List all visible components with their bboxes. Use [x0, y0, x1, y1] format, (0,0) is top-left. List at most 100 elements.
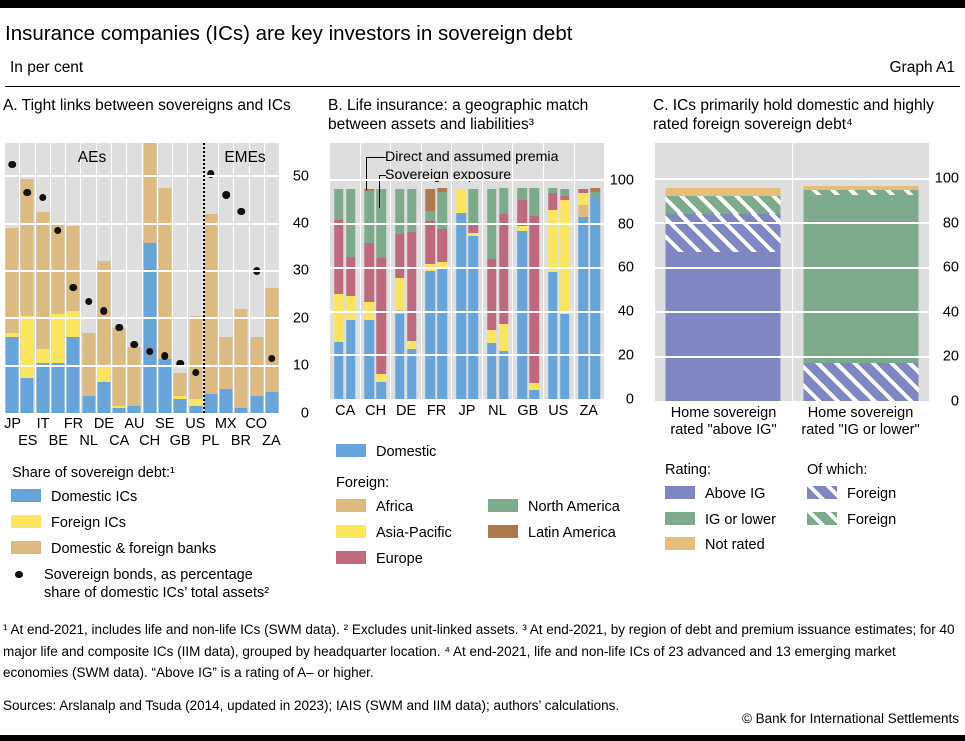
bar-US [189, 315, 203, 413]
y-tick-label: 0 [625, 390, 634, 407]
legend-dot-label: Sovereign bonds, as percentage share of … [44, 566, 270, 602]
x-tick-BE: BE [48, 433, 68, 449]
dot-BE [54, 226, 62, 235]
bar-segment-ig_or_lower_green [665, 196, 781, 215]
x-tick-PL: PL [201, 433, 220, 449]
bar-segment-europe_maroon [498, 214, 509, 324]
legend-label-domestic_ics: Domestic ICs [51, 489, 138, 505]
bar-GB-premia [517, 187, 527, 399]
legend-label-africa: Africa [376, 499, 414, 516]
y-tick-label: 40 [617, 303, 634, 320]
dot-GB [176, 359, 184, 367]
panel-b-legend-columns: Africa Asia-Pacific Europe North America La… [327, 491, 639, 569]
bar-segment-north_america_green [334, 189, 344, 220]
x-tick-GB: GB [517, 403, 539, 419]
legend-item-banks: Domestic & foreign banks [2, 540, 314, 559]
pair-US [547, 187, 570, 399]
gridline [655, 222, 929, 225]
gridline [5, 269, 279, 272]
panel-c-plotwrap: 0 20 40 60 80 100 [652, 143, 964, 408]
bar-segment-europe_maroon [468, 222, 478, 233]
annotation-leader-line-1 [366, 157, 386, 190]
bar-DE [97, 261, 111, 413]
bar-slot-PL [202, 143, 218, 413]
bar-segment-banks_tan [143, 143, 157, 243]
bar-segment-asia_pacific_yellow [486, 330, 497, 344]
bar-segment-asia_pacific_yellow [437, 262, 448, 268]
bar-segment-domestic_blue [529, 390, 539, 399]
bar-segment-domestic_blue [265, 391, 279, 413]
bar-segment-above_ig_purple [665, 214, 781, 252]
bar-segment-europe_maroon [425, 220, 436, 265]
legend-item-foreign-1: Foreign [807, 485, 896, 504]
swatch-icon [665, 485, 695, 499]
swatch-icon [665, 511, 695, 525]
bar-slot-c2 [791, 143, 930, 401]
pair-NL [486, 187, 509, 399]
bar-segment-banks_tan [112, 327, 126, 406]
bar-segment-above_ig_purple [665, 252, 781, 401]
legend-item-asia_pacific: Asia-Pacific [327, 524, 479, 543]
panel-a-legend: Share of sovereign debt:¹ Domestic ICs Fo… [2, 465, 314, 603]
bar-GB-sovereign [529, 187, 539, 399]
bar-segment-domestic_blue [578, 217, 589, 399]
legend-item-foreign-2: Foreign [807, 511, 896, 530]
bar-segment-domestic_blue [158, 358, 172, 413]
bar-segment-domestic_blue [112, 408, 126, 413]
of-which-heading: Of which: [807, 461, 868, 478]
x-label-line: Home sovereign [670, 405, 777, 421]
bar-segment-banks_tan [234, 308, 248, 409]
bar-segment-north_america_green [364, 191, 375, 243]
panel-a-bars [5, 143, 279, 413]
bar-segment-north_america_green [468, 189, 478, 223]
bar-AU [127, 346, 141, 413]
panel-b-bars [330, 143, 604, 399]
footnotes: ¹ At end-2021, includes life and non-lif… [3, 622, 955, 680]
y-tick-label: 0 [950, 392, 959, 409]
bar-segment-banks_tan [189, 315, 203, 399]
swatch-asia_pacific-icon [336, 525, 366, 539]
bar-segment-banks_tan [36, 211, 50, 350]
bar-segment-banks_tan [5, 228, 19, 333]
pair-GB [517, 187, 539, 399]
bar-segment-latin_america_brown [425, 188, 436, 211]
annotation-leader-line-2 [379, 175, 386, 208]
bar-segment-domestic_blue [127, 405, 141, 413]
bar-segment-europe_maroon [364, 242, 375, 302]
bar-segment-asia_pacific_yellow [346, 296, 356, 321]
bar-US-sovereign [559, 188, 570, 399]
y-tick-label: 20 [617, 346, 634, 363]
bar-segment-asia_pacific_yellow [407, 341, 417, 349]
panel-b-plotwrap: Direct and assumed premia Sovereign expo… [327, 143, 639, 406]
bar-segment-domestic_blue [234, 408, 248, 413]
x-tick-JP: JP [4, 416, 22, 432]
panel-c-legend-ofwhich-col: Of which: Foreign Foreign [807, 462, 896, 556]
bar-segment-banks_tan [265, 287, 279, 392]
bar-GB [173, 372, 187, 413]
panel-a-plotwrap: AEs EMEs 0 10 20 30 40 50 [2, 143, 314, 420]
bar-segment-latin_america_brown [364, 188, 375, 192]
x-tick-BR: BR [230, 433, 251, 449]
x-tick-CH: CH [139, 433, 161, 449]
bottom-black-bar [0, 735, 965, 741]
y-tick-label: 80 [942, 214, 959, 231]
bar-segment-banks_tan [250, 337, 264, 397]
x-tick-US: US [185, 416, 206, 432]
bar-segment-north_america_green [529, 187, 539, 217]
page-title: Insurance companies (ICs) are key invest… [5, 22, 573, 45]
bar-segment-not_rated_tan [665, 187, 781, 197]
dot-DE [100, 307, 108, 315]
bar-segment-europe_maroon [407, 231, 417, 342]
x-tick-CO: CO [245, 416, 268, 432]
bar-segment-europe_maroon [578, 189, 589, 194]
bar-FR [66, 225, 80, 413]
bar-segment-asia_pacific_yellow [334, 294, 344, 343]
x-tick-FR: FR [426, 403, 447, 419]
panel-c-legend: Rating: Above IG IG or lower Not rated Of … [652, 462, 964, 556]
bar-segment-europe_maroon [346, 256, 356, 297]
panel-a-title: A. Tight links between sovereigns and IC… [3, 97, 291, 114]
panel-a-plot: AEs EMEs [5, 143, 279, 413]
bar-CH [143, 143, 157, 413]
bar-segment-asia_pacific_yellow [529, 382, 539, 391]
x-tick-ZA: ZA [579, 403, 598, 419]
